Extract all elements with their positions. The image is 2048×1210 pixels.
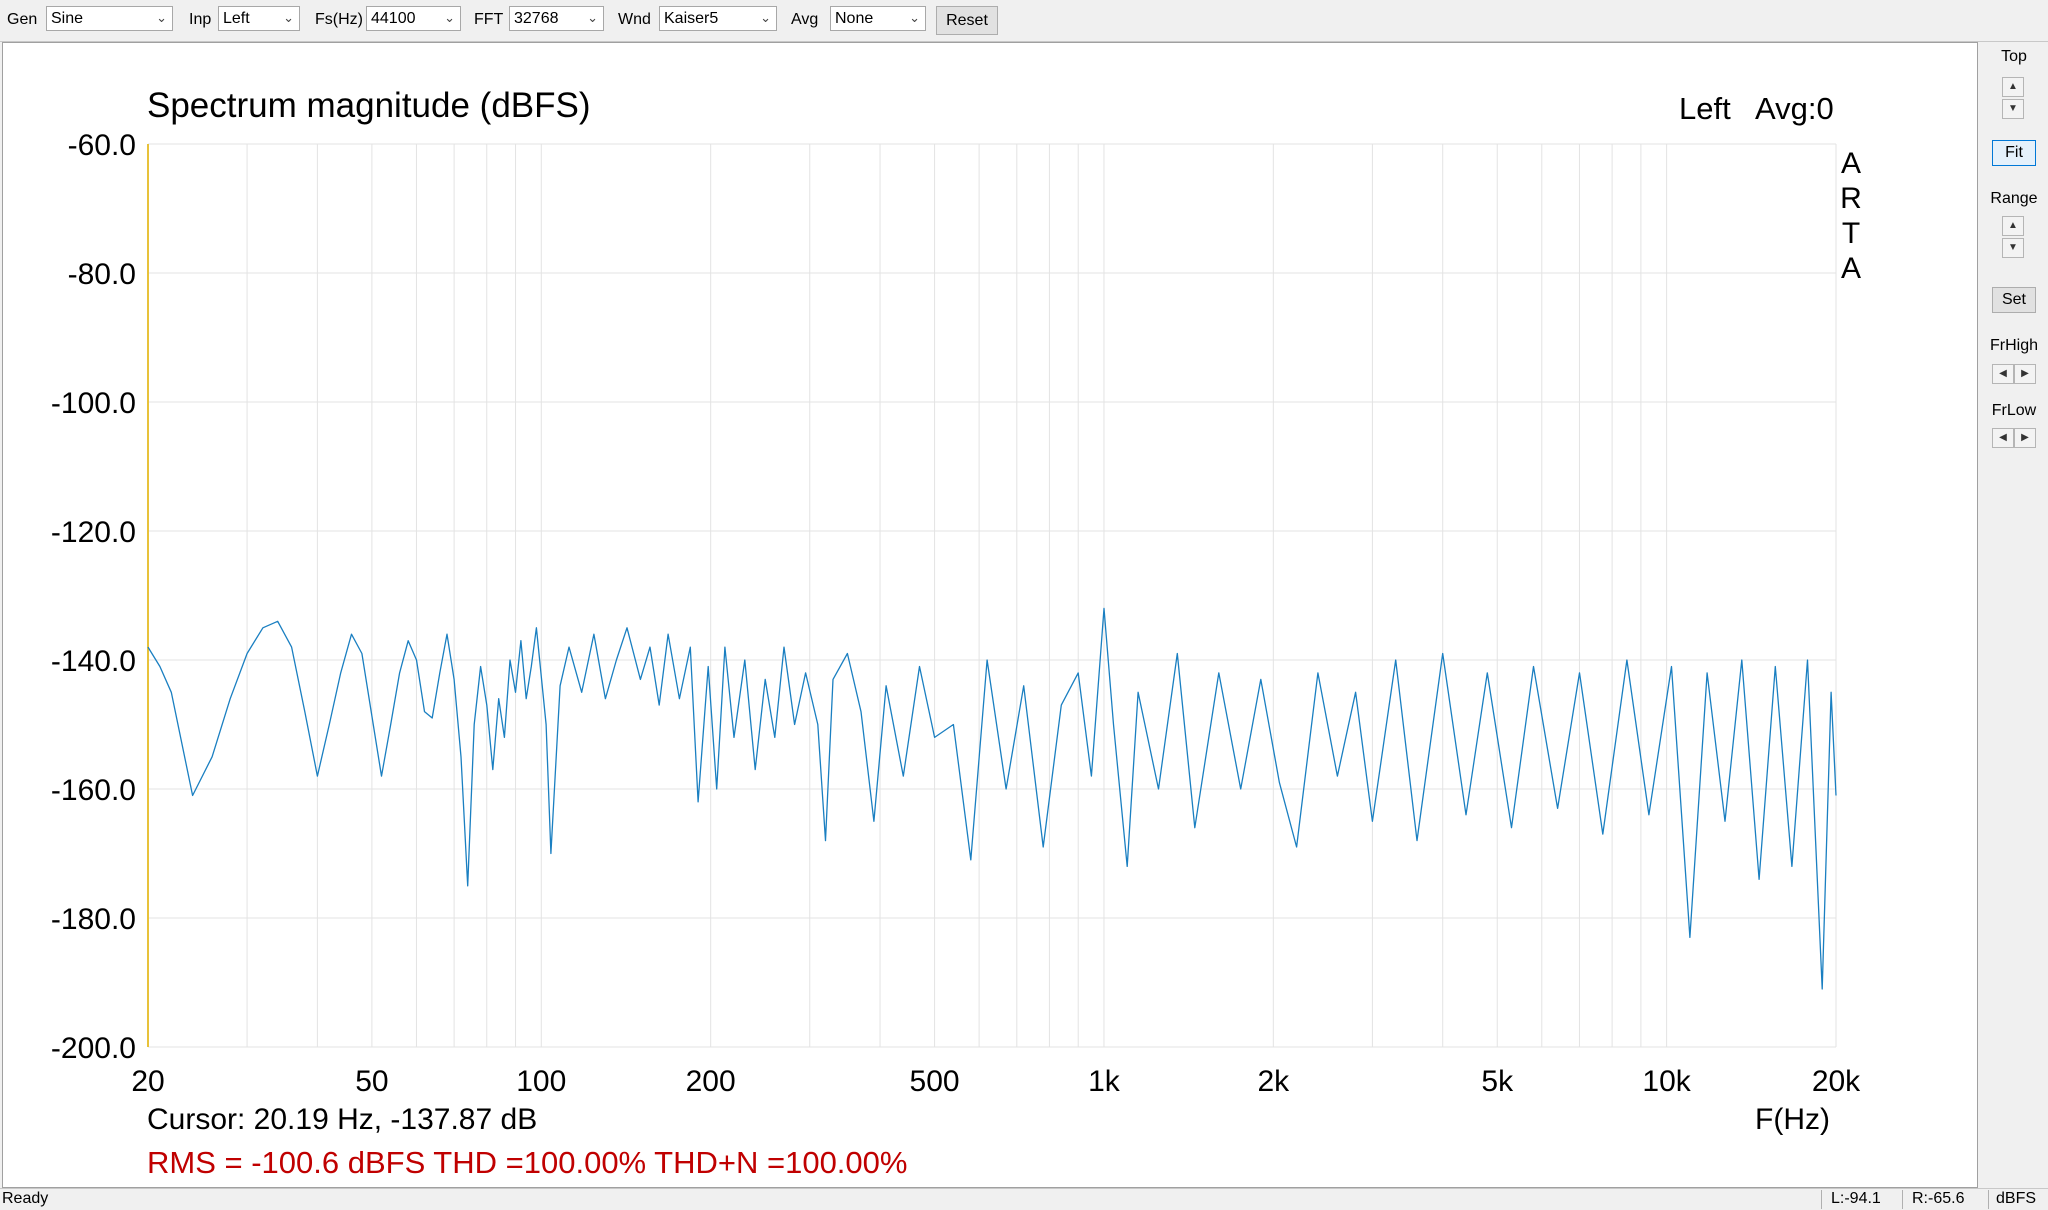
x-tick-label: 100 — [516, 1065, 566, 1098]
y-tick-label: -120.0 — [51, 516, 136, 549]
chart-title: Spectrum magnitude (dBFS) — [147, 86, 591, 125]
x-tick-label: 10k — [1642, 1065, 1691, 1098]
x-tick-label: 2k — [1257, 1065, 1290, 1098]
x-tick-label: 500 — [910, 1065, 960, 1098]
wnd-select-value: Kaiser5 — [664, 10, 719, 27]
watermark-letter: A — [1841, 147, 1861, 180]
frlow-label: FrLow — [1991, 402, 2037, 419]
arrow-left-icon: ◀ — [1999, 368, 2007, 379]
reset-button[interactable]: Reset — [936, 6, 998, 35]
inp-select[interactable]: Left ⌄ — [218, 6, 300, 31]
x-axis-label: F(Hz) — [1755, 1103, 1830, 1136]
y-tick-label: -180.0 — [51, 903, 136, 936]
watermark-letter: R — [1840, 182, 1862, 215]
avg-select-value: None — [835, 10, 874, 27]
watermark-letter: T — [1842, 217, 1860, 250]
top-up-button[interactable]: ▲ — [2002, 77, 2024, 97]
x-tick-label: 200 — [686, 1065, 736, 1098]
chevron-down-icon: ⌄ — [283, 10, 294, 25]
chevron-down-icon: ⌄ — [156, 10, 167, 25]
range-up-button[interactable]: ▲ — [2002, 216, 2024, 236]
range-down-button[interactable]: ▼ — [2002, 238, 2024, 258]
avg-select[interactable]: None ⌄ — [830, 6, 926, 31]
fft-label: FFT — [474, 11, 504, 28]
fs-label: Fs(Hz) — [315, 11, 363, 28]
spectrum-trace — [147, 607, 1837, 990]
avg-label: Avg — [791, 11, 819, 28]
fs-select-value: 44100 — [371, 10, 416, 27]
x-tick-label: 20k — [1812, 1065, 1861, 1098]
status-separator — [1902, 1190, 1903, 1209]
status-separator — [1988, 1190, 1989, 1209]
gen-select-value: Sine — [51, 10, 84, 27]
range-label: Range — [1990, 190, 2038, 207]
y-tick-label: -200.0 — [51, 1032, 136, 1065]
y-tick-label: -160.0 — [51, 774, 136, 807]
frhigh-label: FrHigh — [1989, 337, 2038, 354]
x-tick-label: 20 — [131, 1065, 164, 1098]
avg-count-label: Avg:0 — [1755, 91, 1834, 126]
fit-button[interactable]: Fit — [1992, 140, 2036, 166]
gen-select[interactable]: Sine ⌄ — [46, 6, 173, 31]
chevron-down-icon: ⌄ — [909, 10, 920, 25]
inp-select-value: Left — [223, 10, 250, 27]
measurement-readout: RMS = -100.6 dBFS THD =100.00% THD+N =10… — [147, 1145, 907, 1180]
top-label: Top — [2001, 48, 2027, 65]
spectrum-chart[interactable]: -60.0 -80.0 -100.0 -120.0 -140.0 -160.0 -180.0… — [3, 43, 1977, 1187]
x-tick-label: 5k — [1481, 1065, 1514, 1098]
status-unit: dBFS — [1996, 1190, 2037, 1207]
arrow-right-icon: ▶ — [2021, 432, 2029, 443]
fft-select[interactable]: 32768 ⌄ — [509, 6, 604, 31]
fs-select[interactable]: 44100 ⌄ — [366, 6, 461, 31]
arrow-up-icon: ▲ — [2008, 81, 2018, 92]
x-tick-label: 1k — [1088, 1065, 1121, 1098]
frlow-right-button[interactable]: ▶ — [2014, 428, 2036, 448]
wnd-select[interactable]: Kaiser5 ⌄ — [659, 6, 777, 31]
frhigh-left-button[interactable]: ◀ — [1992, 364, 2014, 384]
top-down-button[interactable]: ▼ — [2002, 99, 2024, 119]
status-ready: Ready — [2, 1190, 49, 1207]
fft-select-value: 32768 — [514, 10, 559, 27]
frhigh-right-button[interactable]: ▶ — [2014, 364, 2036, 384]
watermark-letter: A — [1841, 252, 1861, 285]
y-tick-label: -80.0 — [68, 258, 136, 291]
channel-label: Left — [1679, 91, 1731, 126]
status-left-level: L:-94.1 — [1831, 1190, 1881, 1207]
wnd-label: Wnd — [618, 11, 651, 28]
x-tick-label: 50 — [355, 1065, 388, 1098]
chevron-down-icon: ⌄ — [760, 10, 771, 25]
chevron-down-icon: ⌄ — [444, 10, 455, 25]
status-bar: Ready L:-94.1 R:-65.6 dBFS — [0, 1188, 2048, 1210]
toolbar: Gen Sine ⌄ Inp Left ⌄ Fs(Hz) 44100 ⌄ FFT… — [0, 0, 2048, 42]
arrow-down-icon: ▼ — [2008, 103, 2018, 114]
y-tick-label: -100.0 — [51, 387, 136, 420]
right-control-panel: Top ▲ ▼ Fit Range ▲ ▼ Set FrHigh ◀ ▶ FrL… — [1980, 42, 2048, 1188]
inp-label: Inp — [189, 11, 212, 28]
y-tick-label: -60.0 — [68, 129, 136, 162]
cursor-readout: Cursor: 20.19 Hz, -137.87 dB — [147, 1103, 537, 1136]
y-tick-label: -140.0 — [51, 645, 136, 678]
arrow-left-icon: ◀ — [1999, 432, 2007, 443]
frlow-left-button[interactable]: ◀ — [1992, 428, 2014, 448]
arrow-down-icon: ▼ — [2008, 242, 2018, 253]
arrow-up-icon: ▲ — [2008, 220, 2018, 231]
set-button[interactable]: Set — [1992, 287, 2036, 313]
status-right-level: R:-65.6 — [1912, 1190, 1965, 1207]
status-separator — [1821, 1190, 1822, 1209]
plot-area[interactable]: -60.0 -80.0 -100.0 -120.0 -140.0 -160.0 -180.0… — [2, 42, 1978, 1188]
gen-label: Gen — [7, 11, 38, 28]
arrow-right-icon: ▶ — [2021, 368, 2029, 379]
chevron-down-icon: ⌄ — [587, 10, 598, 25]
